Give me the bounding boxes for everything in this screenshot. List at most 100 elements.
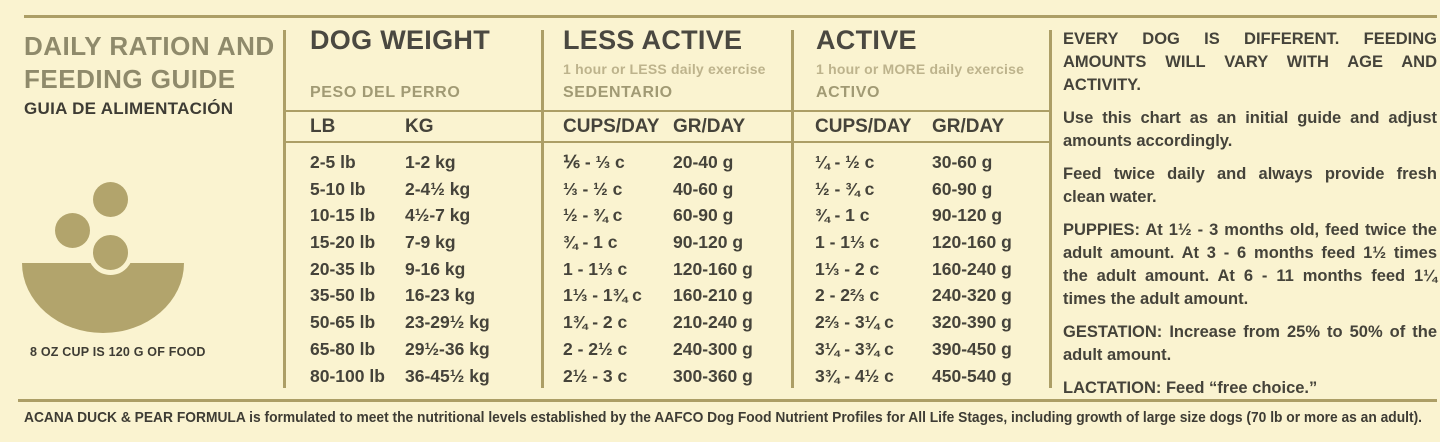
vertical-divider — [283, 30, 286, 388]
active-grams-value: 90-120 g — [932, 205, 1003, 226]
less-active-grams-value: 90-120 g — [673, 232, 744, 253]
kibble-dot-icon — [88, 230, 133, 275]
table-row: 35-50 lb 16-23 kg 1⅓ - 1¾ c 160-210 g 2 … — [0, 282, 1440, 309]
column-header-lb: LB — [310, 116, 336, 137]
dog-weight-subheading-spanish: PESO DEL PERRO — [310, 84, 461, 101]
less-active-cups-value: 2½ - 3 c — [563, 365, 628, 386]
weight-kg-value: 7-9 kg — [405, 232, 456, 253]
kibble-dot-icon — [55, 213, 90, 248]
active-cups-value: ¼ - ½ c — [815, 152, 875, 172]
weight-lb-value: 80-100 lb — [310, 365, 385, 386]
less-active-cups-value: 1¾ - 2 c — [563, 312, 628, 333]
table-row: 15-20 lb 7-9 kg ¾ - 1 c 90-120 g 1 - 1⅓ … — [0, 229, 1440, 256]
active-cups-value: 2⅔ - 3¼ c — [815, 312, 894, 333]
weight-kg-value: 23-29½ kg — [405, 312, 490, 333]
active-grams-value: 450-540 g — [932, 365, 1012, 386]
table-row: 20-35 lb 9-16 kg 1 - 1⅓ c 120-160 g 1⅓ -… — [0, 256, 1440, 283]
weight-lb-value: 10-15 lb — [310, 205, 376, 226]
weight-lb-value: 20-35 lb — [310, 258, 376, 279]
page-title-line2: FEEDING GUIDE — [24, 64, 236, 94]
top-divider-line — [24, 15, 1437, 18]
less-active-grams-value: 20-40 g — [673, 152, 734, 172]
table-row: 50-65 lb 23-29½ kg 1¾ - 2 c 210-240 g 2⅔… — [0, 309, 1440, 336]
weight-lb-value: 5-10 lb — [310, 178, 366, 199]
weight-kg-value: 16-23 kg — [405, 285, 476, 306]
vertical-divider — [541, 30, 544, 388]
weight-lb-value: 35-50 lb — [310, 285, 376, 306]
column-header-less-active-cups: CUPS/DAY — [563, 116, 660, 137]
table-row: 80-100 lb 36-45½ kg 2½ - 3 c 300-360 g 3… — [0, 363, 1440, 390]
table-row: 2-5 lb 1-2 kg ⅙ - ⅓ c 20-40 g ¼ - ½ c 30… — [0, 149, 1440, 176]
less-active-heading: LESS ACTIVE — [563, 25, 743, 55]
active-grams-value: 320-390 g — [932, 312, 1012, 333]
dog-weight-heading: DOG WEIGHT — [310, 25, 490, 55]
active-cups-value: 1 - 1⅓ c — [815, 232, 880, 253]
feeding-advice-panel: EVERY DOG IS DIFFERENT. FEEDING AMOUNTS … — [1063, 28, 1437, 400]
column-header-kg: KG — [405, 116, 434, 137]
kibble-dot-icon — [93, 182, 128, 217]
less-active-cups-value: 2 - 2½ c — [563, 338, 628, 359]
active-subheading-spanish: ACTIVO — [816, 84, 881, 101]
less-active-grams-value: 300-360 g — [673, 365, 753, 386]
weight-lb-value: 50-65 lb — [310, 312, 376, 333]
active-heading: ACTIVE — [816, 25, 917, 55]
less-active-subheading-spanish: SEDENTARIO — [563, 84, 673, 101]
less-active-grams-value: 60-90 g — [673, 205, 734, 226]
vertical-divider — [791, 30, 794, 388]
weight-lb-value: 2-5 lb — [310, 152, 356, 172]
less-active-grams-value: 240-300 g — [673, 338, 753, 359]
active-grams-value: 240-320 g — [932, 285, 1012, 306]
active-cups-value: 3¼ - 3¾ c — [815, 338, 894, 359]
weight-lb-value: 65-80 lb — [310, 338, 376, 359]
weight-kg-value: 1-2 kg — [405, 152, 456, 172]
advice-paragraph-lactation: LACTATION: Feed “free choice.” — [1063, 379, 1318, 397]
weight-kg-value: 2-4½ kg — [405, 178, 471, 199]
table-subheader-divider — [284, 141, 1051, 143]
active-grams-value: 30-60 g — [932, 152, 993, 172]
bowl-of-kibble-icon — [22, 182, 188, 362]
less-active-cups-value: 1 - 1⅓ c — [563, 258, 628, 279]
less-active-grams-value: 210-240 g — [673, 312, 753, 333]
column-header-active-cups: CUPS/DAY — [815, 116, 912, 137]
page-title-line1: DAILY RATION AND — [24, 31, 275, 61]
cup-measure-note: 8 OZ CUP IS 120 G OF FOOD — [30, 345, 206, 359]
bottom-divider-line — [18, 399, 1437, 402]
active-cups-value: 1⅓ - 2 c — [815, 258, 880, 279]
active-grams-value: 120-160 g — [932, 232, 1012, 253]
active-grams-value: 60-90 g — [932, 178, 993, 199]
less-active-cups-value: ⅙ - ⅓ c — [563, 152, 625, 172]
weight-kg-value: 36-45½ kg — [405, 365, 490, 386]
advice-paragraph: Feed twice daily and always provide fres… — [1063, 165, 1437, 206]
less-active-exercise-note: 1 hour or LESS daily exercise — [563, 61, 766, 77]
active-cups-value: ½ - ¾ c — [815, 178, 875, 199]
weight-kg-value: 4½-7 kg — [405, 205, 471, 226]
table-row: 5-10 lb 2-4½ kg ⅓ - ½ c 40-60 g ½ - ¾ c … — [0, 176, 1440, 203]
less-active-grams-value: 120-160 g — [673, 258, 753, 279]
column-header-active-grams: GR/DAY — [932, 116, 1005, 137]
active-grams-value: 160-240 g — [932, 258, 1012, 279]
table-header-divider — [284, 110, 1051, 112]
less-active-cups-value: ¾ - 1 c — [563, 232, 618, 253]
less-active-cups-value: 1⅓ - 1¾ c — [563, 285, 642, 306]
less-active-grams-value: 40-60 g — [673, 178, 734, 199]
active-exercise-note: 1 hour or MORE daily exercise — [816, 61, 1025, 77]
less-active-cups-value: ⅓ - ½ c — [563, 178, 623, 199]
table-row: 10-15 lb 4½-7 kg ½ - ¾ c 60-90 g ¾ - 1 c… — [0, 202, 1440, 229]
less-active-cups-value: ½ - ¾ c — [563, 205, 623, 226]
feeding-table-body: 2-5 lb 1-2 kg ⅙ - ⅓ c 20-40 g ¼ - ½ c 30… — [0, 149, 1440, 389]
table-row: 65-80 lb 29½-36 kg 2 - 2½ c 240-300 g 3¼… — [0, 336, 1440, 363]
weight-kg-value: 29½-36 kg — [405, 338, 490, 359]
page-subtitle-spanish: GUIA DE ALIMENTACIÓN — [24, 99, 234, 118]
advice-paragraph-gestation: GESTATION: Increase from 25% to 50% of t… — [1063, 323, 1437, 364]
page-title: DAILY RATION AND FEEDING GUIDE — [24, 30, 275, 96]
weight-kg-value: 9-16 kg — [405, 258, 466, 279]
less-active-grams-value: 160-210 g — [673, 285, 753, 306]
advice-paragraph-puppies: PUPPIES: At 1½ - 3 months old, feed twic… — [1063, 221, 1437, 308]
column-header-less-active-grams: GR/DAY — [673, 116, 746, 137]
advice-paragraph: Use this chart as an initial guide and a… — [1063, 109, 1437, 150]
aafco-statement: ACANA DUCK & PEAR FORMULA is formulated … — [24, 409, 1423, 426]
active-cups-value: 2 - 2⅔ c — [815, 285, 880, 306]
active-grams-value: 390-450 g — [932, 338, 1012, 359]
weight-lb-value: 15-20 lb — [310, 232, 376, 253]
